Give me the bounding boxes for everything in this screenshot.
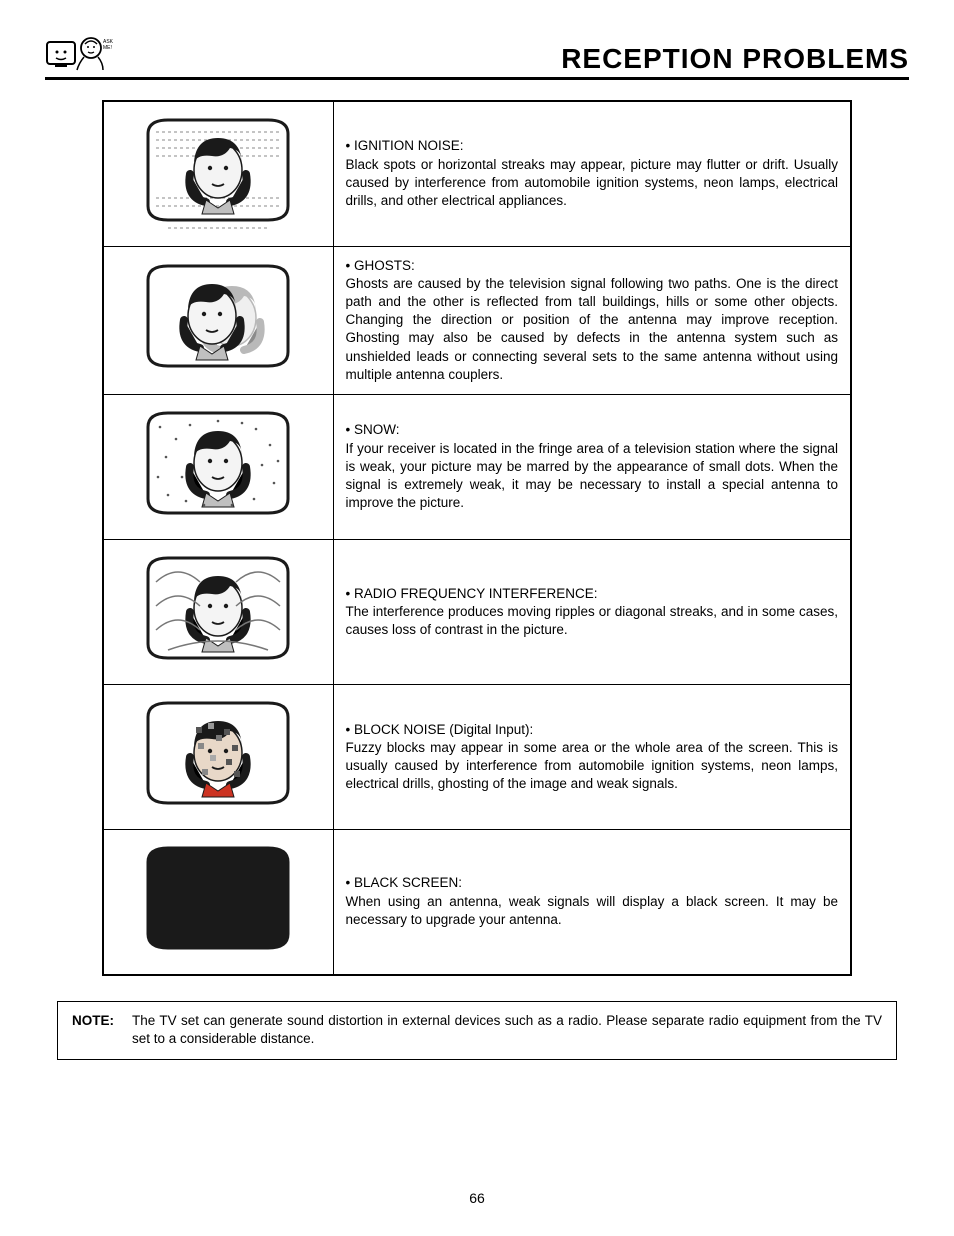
table-row: • RADIO FREQUENCY INTERFERENCE: The inte… <box>103 540 851 685</box>
black-screen-icon <box>138 842 298 962</box>
page-number: 66 <box>45 1190 909 1206</box>
problem-heading: SNOW: <box>354 422 400 437</box>
problem-heading: BLACK SCREEN: <box>354 875 462 890</box>
description-cell: • GHOSTS: Ghosts are caused by the telev… <box>333 246 851 395</box>
ask-me-logo-icon: ASK ME! <box>45 30 115 75</box>
problem-body: Fuzzy blocks may appear in some area or … <box>346 740 839 791</box>
description-cell: • SNOW: If your receiver is located in t… <box>333 395 851 540</box>
description-cell: • IGNITION NOISE: Black spots or horizon… <box>333 101 851 246</box>
problem-heading: IGNITION NOISE: <box>354 138 464 153</box>
illustration-cell <box>103 685 333 830</box>
snow-icon <box>138 407 298 527</box>
note-label: NOTE: <box>72 1012 114 1050</box>
problem-heading: RADIO FREQUENCY INTERFERENCE: <box>354 586 598 601</box>
description-cell: • RADIO FREQUENCY INTERFERENCE: The inte… <box>333 540 851 685</box>
table-row: • GHOSTS: Ghosts are caused by the telev… <box>103 246 851 395</box>
illustration-cell <box>103 540 333 685</box>
ghosts-icon <box>138 260 298 380</box>
problems-table: • IGNITION NOISE: Black spots or horizon… <box>102 100 852 976</box>
table-row: • BLACK SCREEN: When using an antenna, w… <box>103 830 851 975</box>
table-row: • IGNITION NOISE: Black spots or horizon… <box>103 101 851 246</box>
problem-heading: BLOCK NOISE (Digital Input): <box>354 722 533 737</box>
ignition-noise-icon <box>138 114 298 234</box>
problem-body: Black spots or horizontal streaks may ap… <box>346 157 839 208</box>
page-title: RECEPTION PROBLEMS <box>561 43 909 75</box>
table-row: • BLOCK NOISE (Digital Input): Fuzzy blo… <box>103 685 851 830</box>
problem-heading: GHOSTS: <box>354 258 415 273</box>
problem-body: If your receiver is located in the fring… <box>346 441 839 511</box>
block-noise-icon <box>138 697 298 817</box>
description-cell: • BLOCK NOISE (Digital Input): Fuzzy blo… <box>333 685 851 830</box>
illustration-cell <box>103 830 333 975</box>
rfi-icon <box>138 552 298 672</box>
problem-body: The interference produces moving ripples… <box>346 604 839 637</box>
problem-body: Ghosts are caused by the television sign… <box>346 276 839 382</box>
problem-body: When using an antenna, weak signals will… <box>346 894 839 927</box>
note-box: NOTE: The TV set can generate sound dist… <box>57 1001 897 1061</box>
svg-text:ME!: ME! <box>103 45 112 51</box>
illustration-cell <box>103 395 333 540</box>
description-cell: • BLACK SCREEN: When using an antenna, w… <box>333 830 851 975</box>
illustration-cell <box>103 101 333 246</box>
note-body: The TV set can generate sound distortion… <box>132 1012 882 1050</box>
page-header: ASK ME! RECEPTION PROBLEMS <box>45 30 909 80</box>
table-row: • SNOW: If your receiver is located in t… <box>103 395 851 540</box>
illustration-cell <box>103 246 333 395</box>
